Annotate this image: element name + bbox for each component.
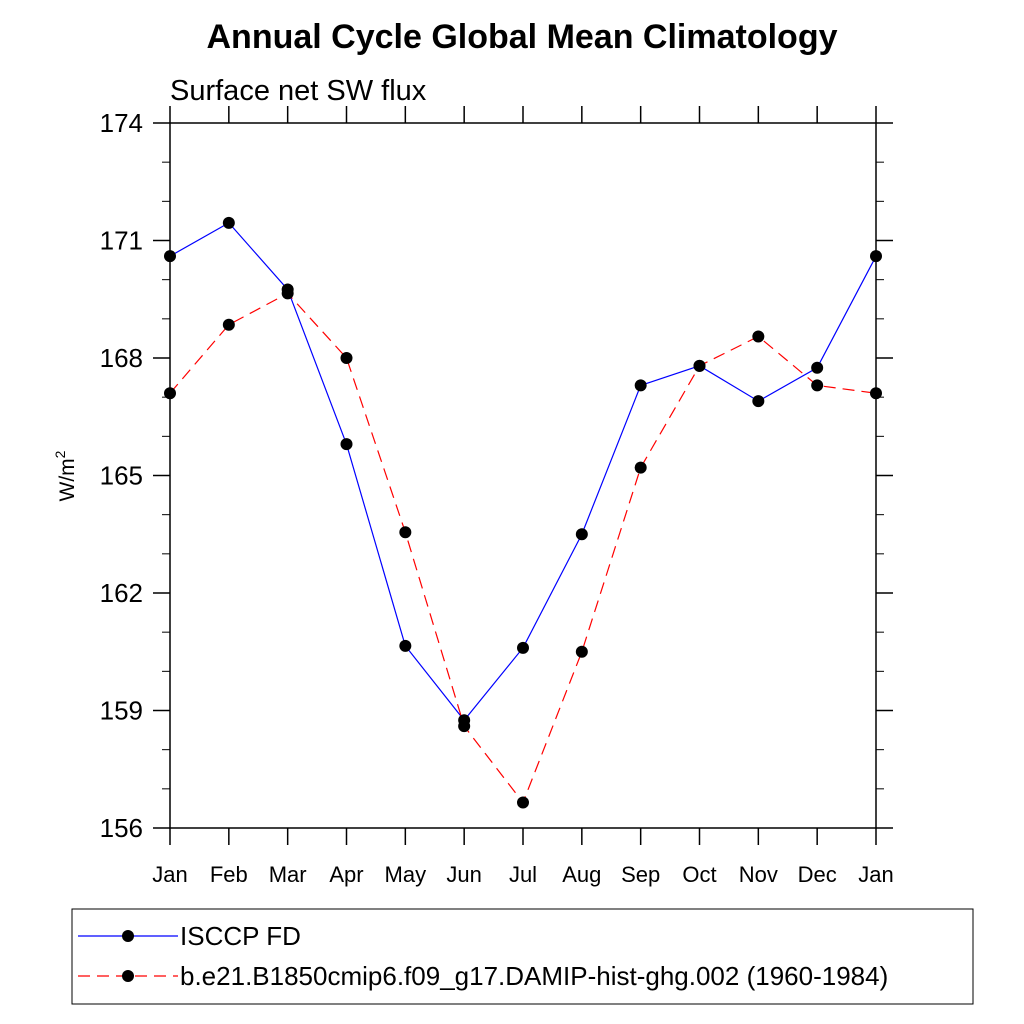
plot-frame bbox=[169, 122, 877, 829]
series-2-point bbox=[164, 387, 176, 400]
x-tick-label: Jan bbox=[858, 862, 893, 887]
y-tick-label: 156 bbox=[100, 813, 143, 843]
x-tick-label: Jan bbox=[152, 862, 187, 887]
x-tick-label: Apr bbox=[329, 862, 363, 887]
x-tick-label: Jun bbox=[446, 862, 481, 887]
series-line-2 bbox=[169, 292, 877, 804]
axis-ticks: 156 159 162 165 168 171 174 Jan Feb Mar Apr May Jun J… bbox=[100, 106, 894, 887]
legend-label-2: b.e21.B1850cmip6.f09_g17.DAMIP-hist-ghg.… bbox=[180, 961, 888, 991]
series-layer bbox=[164, 216, 882, 809]
y-tick-label: 162 bbox=[100, 578, 143, 608]
y-tick-label: 168 bbox=[100, 343, 143, 373]
series-2-point bbox=[222, 318, 235, 331]
series-2-point bbox=[281, 287, 294, 300]
series-2-point bbox=[752, 330, 765, 343]
series-1-point bbox=[575, 528, 588, 541]
series-1-point bbox=[517, 641, 529, 654]
chart-subtitle: Surface net SW flux bbox=[170, 75, 427, 107]
series-2-point bbox=[517, 796, 529, 809]
x-tick-label: Mar bbox=[269, 862, 307, 887]
series-2-point bbox=[693, 359, 706, 372]
legend-box bbox=[71, 908, 974, 1005]
legend: ISCCP FD b.e21.B1850cmip6.f09_g17.DAMIP-h… bbox=[78, 921, 888, 991]
x-tick-label: Dec bbox=[798, 862, 837, 887]
y-tick-label: 165 bbox=[100, 461, 143, 491]
series-1-point bbox=[752, 395, 765, 408]
x-tick-label: Sep bbox=[621, 862, 660, 887]
series-2-point bbox=[634, 461, 647, 474]
x-tick-label: Jul bbox=[509, 862, 537, 887]
series-2-point bbox=[811, 379, 824, 392]
series-1-point bbox=[634, 379, 647, 392]
x-tick-label: May bbox=[385, 862, 427, 887]
y-axis-label: W/m2 bbox=[52, 450, 79, 501]
y-tick-label: 171 bbox=[100, 226, 143, 256]
series-1-point bbox=[870, 250, 882, 263]
chart-title: Annual Cycle Global Mean Climatology bbox=[207, 18, 838, 56]
x-tick-label: Oct bbox=[682, 862, 716, 887]
series-1-point bbox=[340, 438, 353, 451]
legend-marker-1 bbox=[122, 930, 134, 942]
series-1-point bbox=[399, 639, 412, 652]
y-tick-label: 174 bbox=[100, 108, 143, 138]
series-1-point bbox=[164, 250, 176, 263]
series-2-point bbox=[575, 645, 588, 658]
series-1-point bbox=[811, 361, 824, 374]
series-1-point bbox=[222, 216, 235, 229]
series-2-point bbox=[870, 387, 882, 400]
legend-label-1: ISCCP FD bbox=[180, 921, 301, 951]
x-tick-label: Feb bbox=[210, 862, 248, 887]
y-tick-label: 159 bbox=[100, 696, 143, 726]
x-tick-label: Aug bbox=[562, 862, 601, 887]
legend-marker-2 bbox=[122, 970, 134, 982]
x-tick-label: Nov bbox=[739, 862, 778, 887]
series-2-point bbox=[458, 720, 471, 733]
series-2-point bbox=[399, 526, 412, 539]
series-2-point bbox=[340, 352, 353, 364]
